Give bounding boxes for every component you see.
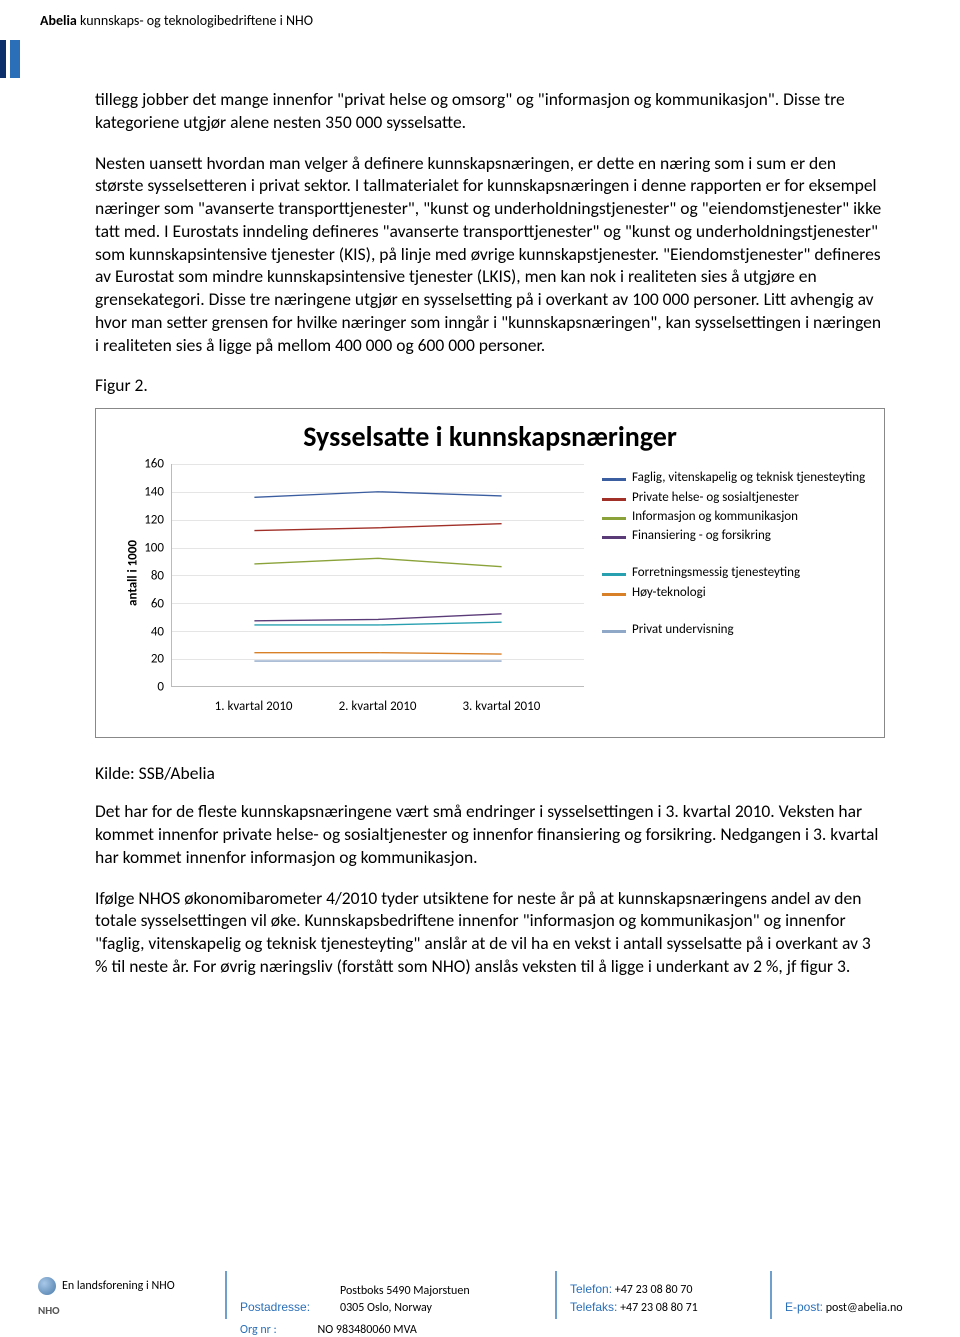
- orgnr-label: Org nr :: [240, 1323, 277, 1337]
- legend-item: Forretningsmessig tjenesteyting: [602, 566, 872, 580]
- series-line: [254, 622, 501, 625]
- legend-label: Høy-teknologi: [632, 586, 872, 600]
- email-value: post@abelia.no: [826, 1301, 903, 1315]
- figure-label: Figur 2.: [95, 374, 885, 396]
- legend-item: Informasjon og kommunikasjon: [602, 510, 872, 524]
- legend-label: Faglig, vitenskapelig og teknisk tjenest…: [632, 471, 872, 485]
- brand-tagline: kunnskaps- og teknologibedriftene i NHO: [80, 12, 313, 29]
- legend-label: Forretningsmessig tjenesteyting: [632, 566, 872, 580]
- chart-source: Kilde: SSB/Abelia: [95, 762, 885, 784]
- legend-swatch: [602, 536, 626, 539]
- chart-plot-area: [171, 464, 584, 687]
- chart-yticks: 020406080100120140160: [128, 464, 164, 687]
- footer-orgnr-cut: Org nr : NO 983480060 MVA: [240, 1323, 417, 1337]
- address-line1: Postboks 5490 Majorstuen: [340, 1283, 470, 1300]
- legend-item: Privat undervisning: [602, 623, 872, 637]
- xtick: 3. kvartal 2010: [462, 699, 540, 714]
- ytick: 0: [128, 680, 164, 695]
- legend-item: Faglig, vitenskapelig og teknisk tjenest…: [602, 471, 872, 485]
- series-line: [254, 492, 501, 498]
- ytick: 140: [128, 485, 164, 500]
- footer-sep-1: [225, 1271, 227, 1319]
- series-line: [254, 524, 501, 531]
- legend-label: Privat undervisning: [632, 623, 872, 637]
- page-header: Abelia kunnskaps- og teknologibedriftene…: [40, 12, 313, 29]
- address-line2: 0305 Oslo, Norway: [340, 1300, 470, 1317]
- ytick: 100: [128, 540, 164, 555]
- email-label: E-post:: [785, 1300, 823, 1314]
- footer-col-phone: Telefon: +47 23 08 80 70 Telefaks: +47 2…: [570, 1281, 698, 1317]
- chart-container: Sysselsatte i kunnskapsnæringer antall i…: [95, 408, 885, 738]
- address-label: Postadresse:: [240, 1300, 310, 1314]
- legend-item: Private helse- og sosialtjenester: [602, 491, 872, 505]
- chart-title: Sysselsatte i kunnskapsnæringer: [96, 419, 884, 454]
- footer-sep-2: [555, 1271, 557, 1319]
- main-content: tillegg jobber det mange innenfor "priva…: [95, 88, 885, 996]
- footer-logo: En landsforening i NHO: [38, 1277, 175, 1295]
- footer-col-address-val: Postboks 5490 Majorstuen 0305 Oslo, Norw…: [340, 1283, 470, 1317]
- paragraph-4: Ifølge NHOS økonomibarometer 4/2010 tyde…: [95, 887, 885, 978]
- legend-gap: [602, 548, 872, 566]
- footer-col-address: Postadresse:: [240, 1299, 310, 1317]
- legend-label: Finansiering - og forsikring: [632, 529, 872, 543]
- fax-value: +47 23 08 80 71: [620, 1301, 698, 1315]
- phone-value: +47 23 08 80 70: [615, 1283, 693, 1297]
- legend-item: Høy-teknologi: [602, 586, 872, 600]
- fax-label: Telefaks:: [570, 1300, 617, 1314]
- legend-swatch: [602, 498, 626, 501]
- legend-gap: [602, 605, 872, 623]
- footer-logo-text: En landsforening i NHO: [62, 1279, 175, 1293]
- chart-legend: Faglig, vitenskapelig og teknisk tjenest…: [602, 471, 872, 642]
- series-line: [254, 559, 501, 567]
- brand-name: Abelia: [40, 12, 77, 29]
- chart-lines: [172, 464, 584, 686]
- logo-dot-icon: [38, 1277, 56, 1295]
- ytick: 160: [128, 457, 164, 472]
- series-line: [254, 614, 501, 621]
- legend-item: Finansiering - og forsikring: [602, 529, 872, 543]
- ytick: 60: [128, 596, 164, 611]
- xtick: 2. kvartal 2010: [339, 699, 417, 714]
- ytick: 80: [128, 568, 164, 583]
- footer-nho: NHO: [38, 1304, 60, 1317]
- ytick: 20: [128, 652, 164, 667]
- paragraph-2: Nesten uansett hvordan man velger å defi…: [95, 152, 885, 357]
- legend-label: Private helse- og sosialtjenester: [632, 491, 872, 505]
- series-line: [254, 653, 501, 654]
- paragraph-1: tillegg jobber det mange innenfor "priva…: [95, 88, 885, 134]
- footer-col-email: E-post: post@abelia.no: [785, 1299, 903, 1317]
- chart-xticks: 1. kvartal 2010 2. kvartal 2010 3. kvartal…: [171, 699, 584, 719]
- legend-swatch: [602, 517, 626, 520]
- ytick: 40: [128, 624, 164, 639]
- phone-label: Telefon:: [570, 1282, 612, 1296]
- orgnr-value: NO 983480060 MVA: [317, 1323, 416, 1337]
- paragraph-3: Det har for de fleste kunnskapsnæringene…: [95, 800, 885, 868]
- legend-label: Informasjon og kommunikasjon: [632, 510, 872, 524]
- legend-swatch: [602, 593, 626, 596]
- side-tab-decoration: [0, 40, 38, 78]
- footer-sep-3: [770, 1271, 772, 1319]
- legend-swatch: [602, 573, 626, 576]
- xtick: 1. kvartal 2010: [215, 699, 293, 714]
- legend-swatch: [602, 478, 626, 481]
- ytick: 120: [128, 513, 164, 528]
- page-footer: En landsforening i NHO NHO Postadresse: …: [0, 1257, 960, 1337]
- legend-swatch: [602, 630, 626, 633]
